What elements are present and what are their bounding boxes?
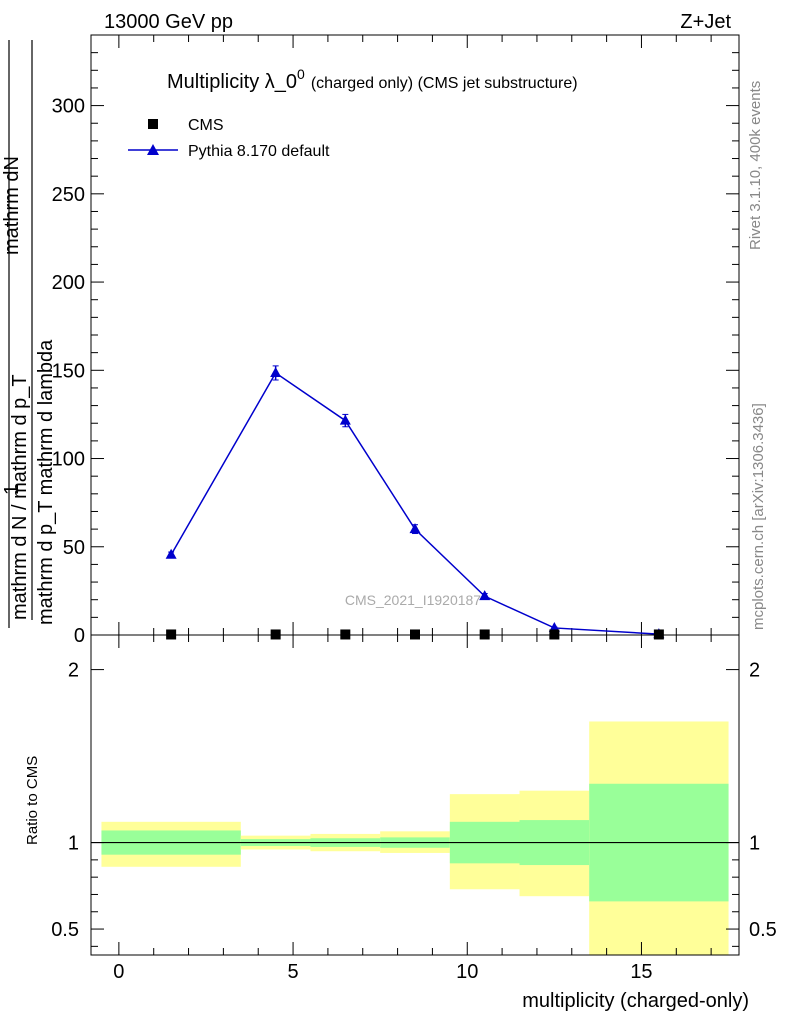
legend-pythia-marker bbox=[147, 144, 159, 155]
main-y-tick-label: 0 bbox=[74, 625, 85, 647]
legend-pythia-label: Pythia 8.170 default bbox=[188, 143, 330, 160]
main-y-tick-label: 50 bbox=[63, 537, 85, 559]
rivet-label: Rivet 3.1.10, 400k events bbox=[747, 81, 764, 250]
main-ticks: 0 50 100 150 200 250 300 bbox=[52, 34, 739, 647]
pythia-point bbox=[165, 548, 177, 559]
cms-point bbox=[653, 629, 664, 640]
ylabel-numerator-top: mathrm dN bbox=[1, 156, 23, 255]
main-y-tick-label: 300 bbox=[52, 96, 85, 118]
mcplots-label: mcplots.cern.ch [arXiv:1306.3436] bbox=[750, 403, 767, 630]
ratio-y-tick-label: 2 bbox=[68, 660, 79, 682]
ylabel-numerator-bottom: mathrm d p_T mathrm d lambda bbox=[35, 339, 57, 625]
ylabel-one: 1 bbox=[1, 484, 23, 495]
chart-title-sup: 0 bbox=[297, 66, 305, 82]
main-y-tick-label: 200 bbox=[52, 272, 85, 294]
ratio-y-tick-label-right: 2 bbox=[749, 660, 760, 682]
cms-point bbox=[270, 629, 281, 640]
ratio-x-tick-label: 5 bbox=[288, 961, 299, 983]
ratio-bands bbox=[91, 721, 739, 955]
main-y-tick-label: 150 bbox=[52, 360, 85, 382]
x-axis-label: multiplicity (charged-only) bbox=[522, 990, 749, 1012]
pythia-point bbox=[409, 523, 421, 534]
chart-subtitle: (charged only) (CMS jet substructure) bbox=[311, 75, 578, 92]
ratio-x-tick-label: 10 bbox=[456, 961, 478, 983]
legend-cms-marker bbox=[148, 119, 158, 129]
ratio-y-tick-label-right: 1 bbox=[749, 833, 760, 855]
pythia-point bbox=[479, 590, 491, 601]
main-data-marks bbox=[165, 365, 665, 640]
ratio-y-tick-label: 0.5 bbox=[51, 919, 79, 941]
pythia-point bbox=[270, 366, 282, 377]
main-panel: 0 50 100 150 200 250 300 CMS_2021_I1920187 Mul… bbox=[52, 34, 740, 647]
cms-point bbox=[166, 629, 177, 640]
cms-point bbox=[549, 629, 560, 640]
ratio-panel: 0 5 10 15 0.5 0.5 1 1 2 2 Ratio to CMS multiplici… bbox=[24, 634, 777, 1012]
main-y-tick-label: 250 bbox=[52, 184, 85, 206]
process-label: Z+Jet bbox=[680, 11, 731, 33]
cms-point bbox=[340, 629, 351, 640]
legend-cms-label: CMS bbox=[188, 117, 224, 134]
main-y-tick-label: 100 bbox=[52, 449, 85, 471]
cms-point bbox=[479, 629, 490, 640]
cms-point bbox=[410, 629, 420, 640]
ratio-x-tick-label: 0 bbox=[113, 961, 124, 983]
ratio-y-tick-label: 1 bbox=[68, 833, 79, 855]
chart-title: Multiplicity λ_00 (charged only) (CMS jet… bbox=[167, 66, 578, 93]
legend: CMS Pythia 8.170 default bbox=[128, 117, 330, 160]
watermark: CMS_2021_I1920187 bbox=[345, 592, 481, 608]
pythia-point bbox=[339, 414, 351, 425]
ratio-x-tick-label: 15 bbox=[630, 961, 652, 983]
pythia-point bbox=[548, 621, 560, 632]
ratio-y-label: Ratio to CMS bbox=[24, 756, 41, 845]
ratio-ticks: 0 5 10 15 0.5 0.5 1 1 2 2 bbox=[51, 635, 777, 983]
ratio-frame bbox=[90, 634, 740, 956]
main-y-axis-label: mathrm d N / mathrm d p_T 1 mathrm d p_T… bbox=[1, 40, 57, 628]
chart-title-main: Multiplicity λ_0 bbox=[167, 71, 297, 93]
ylabel-denominator: mathrm d N / mathrm d p_T bbox=[9, 374, 31, 620]
energy-label: 13000 GeV pp bbox=[104, 11, 233, 33]
ratio-y-tick-label-right: 0.5 bbox=[749, 919, 777, 941]
